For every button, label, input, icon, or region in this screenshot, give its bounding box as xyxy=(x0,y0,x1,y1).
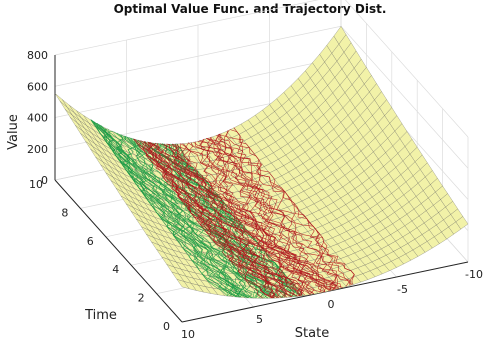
trajectory-path xyxy=(216,134,340,289)
tick-label: 0 xyxy=(328,298,335,311)
tick-label: 8 xyxy=(61,206,68,219)
z-axis-label: Value xyxy=(6,114,21,150)
trajectory-path xyxy=(127,136,279,298)
trajectory-path xyxy=(219,133,325,293)
trajectory-path xyxy=(188,142,338,291)
trajectory-path xyxy=(226,130,353,285)
trajectory-path xyxy=(172,143,338,290)
tick-labels: 800 600 400 200 0 0 2 4 6 8 10 -10 -5 0 5 10 xyxy=(27,49,483,341)
trajectory-path xyxy=(206,138,355,285)
trajectory-path xyxy=(93,121,250,298)
trajectory-path xyxy=(147,142,300,296)
trajectory-path xyxy=(90,119,232,297)
tick-label: 2 xyxy=(138,292,145,305)
tick-label: 600 xyxy=(27,80,48,93)
tick-label: -10 xyxy=(465,268,483,281)
trajectory-path xyxy=(142,141,298,297)
tick-label: 400 xyxy=(27,112,48,125)
trajectory-path xyxy=(185,142,304,297)
trajectory-path xyxy=(229,129,327,293)
surface-patch xyxy=(176,279,190,290)
trajectory-path xyxy=(195,141,298,297)
trajectory-path xyxy=(183,142,273,299)
grid-line xyxy=(54,0,469,138)
trajectory-path xyxy=(180,143,280,298)
axis-line xyxy=(54,179,183,323)
trajectory-series xyxy=(133,127,355,299)
trajectory-path xyxy=(169,143,286,298)
tick-label: -5 xyxy=(397,283,408,296)
trajectory-path xyxy=(161,143,260,299)
trajectory-path xyxy=(171,143,323,293)
trajectory-path xyxy=(205,138,351,286)
trajectory-path xyxy=(113,131,237,298)
trajectory-path xyxy=(152,142,277,299)
trajectory-path xyxy=(168,143,274,299)
trajectory-path xyxy=(147,142,288,298)
trajectory-path xyxy=(106,130,269,299)
trajectory-path xyxy=(163,143,275,299)
trajectory-path xyxy=(193,141,339,289)
chart-title: Optimal Value Func. and Trajectory Dist. xyxy=(114,2,387,16)
trajectory-path xyxy=(145,142,306,296)
tick-label: 4 xyxy=(112,263,119,276)
trajectory-path xyxy=(207,136,330,291)
surface-patch xyxy=(54,93,68,108)
trajectory-distribution xyxy=(90,119,355,299)
trajectory-path xyxy=(206,138,342,288)
trajectory-path xyxy=(160,143,343,288)
trajectory-path xyxy=(233,127,337,290)
x-axis-label: State xyxy=(295,326,329,341)
trajectory-path xyxy=(147,141,293,297)
tick-label: 200 xyxy=(27,143,48,156)
tick-label: 0 xyxy=(41,174,48,187)
trajectory-path xyxy=(218,133,355,287)
tick-label: 10 xyxy=(181,328,195,341)
tick-label: 800 xyxy=(27,49,48,62)
trajectory-path xyxy=(140,140,332,291)
trajectory-path xyxy=(91,119,271,299)
trajectory-path xyxy=(199,139,314,295)
tick-label: 6 xyxy=(87,235,94,248)
trajectory-path xyxy=(131,138,239,298)
tick-label: 0 xyxy=(163,320,170,333)
tick-label: 5 xyxy=(256,313,263,326)
trajectory-path xyxy=(149,142,264,299)
y-axis-label: Time xyxy=(84,308,117,323)
tick-label: 10 xyxy=(29,178,43,191)
